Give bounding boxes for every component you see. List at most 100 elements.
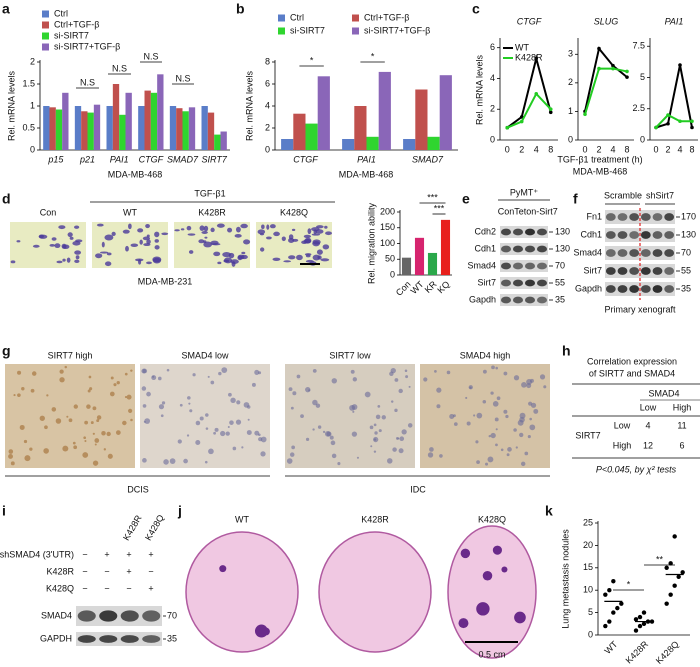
band [524, 279, 536, 287]
nucleus [369, 425, 374, 430]
cell [99, 251, 109, 254]
point [505, 125, 510, 130]
band [536, 245, 548, 253]
cell [316, 249, 323, 255]
cell [67, 232, 73, 238]
nucleus [62, 445, 69, 452]
band [605, 231, 616, 239]
band [512, 262, 524, 270]
cell [154, 231, 160, 238]
y-tick-label: 5 [588, 607, 593, 617]
nucleus [258, 437, 263, 442]
nucleus [434, 370, 437, 373]
nucleus [377, 404, 381, 408]
table-title: of SIRT7 and SMAD4 [589, 368, 675, 378]
sign: + [104, 549, 109, 559]
cell [307, 228, 312, 235]
nucleus [19, 424, 25, 430]
band [536, 262, 548, 270]
nucleus [166, 368, 170, 372]
legend-label: Ctrl+TGF-β [54, 19, 99, 29]
bar [106, 106, 113, 150]
nucleus [39, 415, 45, 421]
nucleus [398, 448, 404, 454]
cell [198, 239, 205, 244]
cell [216, 223, 225, 228]
cell [217, 261, 222, 265]
marker: 35 [555, 294, 565, 304]
nucleus [485, 462, 489, 466]
cell [291, 228, 296, 232]
point [611, 63, 615, 68]
nucleus [394, 408, 398, 413]
nucleus [235, 419, 242, 425]
legend-label: Ctrl [290, 12, 304, 22]
nucleus [475, 440, 479, 444]
nucleus [513, 428, 517, 432]
y-tick-label: 6 [490, 42, 495, 52]
nucleus [292, 391, 297, 396]
bar [440, 219, 451, 275]
nucleus [449, 414, 455, 419]
condition-label: K428Q [46, 583, 74, 593]
cell [235, 226, 241, 233]
nucleus [527, 435, 531, 439]
image-label: K428R [198, 207, 226, 217]
marker: 55 [555, 277, 565, 287]
nucleus [530, 402, 537, 408]
point [611, 579, 616, 584]
image-label: Con [40, 207, 57, 217]
band [640, 231, 651, 239]
group-label: shSirt7 [646, 190, 674, 200]
nucleus [389, 371, 394, 376]
row-label: Fn1 [586, 211, 602, 221]
x-tick-label: 0 [653, 144, 658, 154]
nucleus [141, 386, 147, 391]
nodule [501, 566, 508, 573]
x-tick-label: 8 [548, 144, 553, 154]
nucleus [205, 427, 209, 430]
image-label: SIRT7 high [48, 350, 93, 360]
line [506, 92, 552, 129]
cell [135, 258, 144, 262]
condition-label: K428R [46, 566, 74, 576]
cell [201, 231, 208, 234]
bar [157, 74, 164, 150]
bar [201, 106, 208, 150]
row-label: Smad4 [573, 247, 602, 257]
cell [301, 240, 308, 245]
cell [74, 225, 80, 229]
legend-swatch [42, 43, 49, 51]
cell-line: MDA-MB-231 [138, 276, 193, 286]
band [629, 285, 640, 293]
nucleus [322, 430, 326, 434]
nucleus [468, 385, 473, 390]
band [500, 262, 512, 270]
nucleus [207, 375, 210, 378]
nucleus [83, 436, 86, 440]
y-tick-label: 6 [265, 78, 270, 88]
point [603, 623, 608, 629]
cell [154, 239, 159, 243]
blot [76, 606, 162, 626]
header: PyMT⁺ [510, 187, 538, 197]
sign: − [82, 583, 87, 593]
point [619, 601, 624, 606]
band [664, 249, 675, 257]
nucleus [495, 443, 498, 447]
cell [104, 261, 112, 267]
nucleus [466, 421, 471, 426]
nucleus [59, 369, 64, 374]
panel-letter: k [545, 503, 553, 519]
x-axis-label: MDA-MB-468 [108, 169, 163, 179]
blot [500, 294, 548, 306]
nucleus [179, 403, 183, 407]
nucleus [246, 430, 252, 436]
cell [273, 231, 280, 237]
marker: 70 [555, 260, 565, 270]
nucleus [398, 388, 403, 394]
nucleus [401, 429, 407, 435]
band [652, 213, 663, 221]
y-tick-label: 7.5 [632, 41, 645, 51]
point [603, 592, 608, 597]
